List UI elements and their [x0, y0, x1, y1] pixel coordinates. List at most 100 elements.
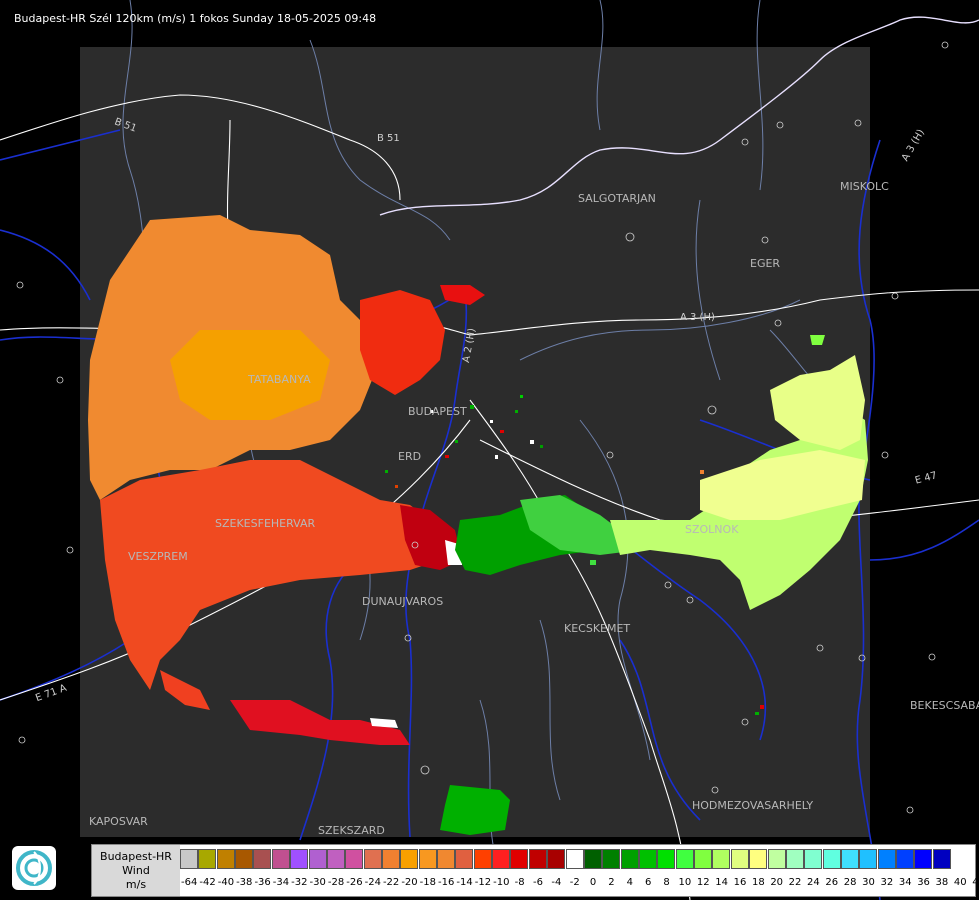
legend-tick: 12 [696, 877, 710, 888]
road-label: B 51 [377, 133, 400, 144]
place-label-szekszard: SZEKSZARD [318, 824, 385, 837]
legend-tick: -4 [551, 877, 562, 888]
legend-tick: 30 [862, 877, 875, 888]
legend-swatch [381, 849, 400, 869]
place-label-hodmezovasarhely: HODMEZOVASARHELY [692, 799, 814, 812]
legend-tick: -20 [401, 877, 418, 888]
settlement-outlines [16, 41, 949, 814]
place-label-budapest: BUDAPEST [408, 405, 467, 418]
legend-swatch [473, 849, 492, 869]
legend-swatch [510, 849, 529, 869]
legend-tick: 26 [825, 877, 839, 888]
radar-echo-green [440, 495, 650, 835]
legend-swatch [528, 849, 547, 869]
legend-tick: 18 [751, 877, 765, 888]
legend-swatch [400, 849, 419, 869]
legend-swatch [620, 849, 639, 869]
legend-tick: -8 [514, 877, 525, 888]
map-title: Budapest-HR Szél 120km (m/s) 1 fokos Sun… [14, 12, 377, 25]
place-label-kecskemet: KECSKEMET [564, 622, 631, 635]
legend-ticks: -64 -42 -40 -38 -36 -34 -32 -30 -28 -26 -24 -22 -20-… [180, 877, 979, 891]
logo [12, 846, 56, 890]
legend-swatch [290, 849, 309, 869]
place-label-eger: EGER [750, 257, 781, 270]
legend-tick: -6 [533, 877, 543, 888]
legend-tick: -40 [217, 877, 235, 888]
place-label-veszprem: VESZPREM [128, 550, 188, 563]
legend-swatch [694, 849, 713, 869]
legend-tick: 24 [807, 877, 820, 888]
legend-tick: 2 [608, 877, 615, 888]
legend-swatch [840, 849, 859, 869]
logo-icon [16, 850, 52, 886]
legend-tick: 32 [880, 877, 894, 888]
legend-tick: 34 [898, 877, 912, 888]
legend-tick: 16 [733, 877, 747, 888]
legend-swatch [712, 849, 731, 869]
legend-tick: 20 [770, 877, 784, 888]
legend-tick: 40 [953, 877, 967, 888]
legend-swatch [253, 849, 272, 869]
legend-swatch [804, 849, 823, 869]
legend-tick: 42 [972, 877, 979, 888]
legend-tick: 0 [589, 877, 597, 888]
legend-swatch [730, 849, 749, 869]
legend-tick: 4 [626, 877, 633, 888]
radar-echo-white-south [370, 718, 398, 728]
legend-swatch [547, 849, 566, 869]
legend-swatch [767, 849, 786, 869]
radar-speckles [385, 395, 764, 715]
legend-tick: -2 [569, 877, 580, 888]
legend-tick: -10 [493, 877, 510, 888]
legend-swatch [455, 849, 474, 869]
legend-tick: -12 [474, 877, 492, 888]
legend-tick: -32 [291, 877, 308, 888]
legend-swatch [198, 849, 217, 869]
place-label-tatabanya: TATABANYA [248, 373, 311, 386]
legend-swatch [345, 849, 364, 869]
place-label-dunaujvaros: DUNAUJVAROS [362, 595, 444, 608]
legend-swatch [565, 849, 584, 869]
legend-tick: -14 [456, 877, 473, 888]
legend-tick: -42 [199, 877, 216, 888]
legend-swatch [785, 849, 804, 869]
place-label-szolnok: SZOLNOK [685, 523, 739, 536]
color-legend: Budapest-HR Wind m/s -64 -42 -40 -38 -36 -34-… [91, 844, 979, 897]
legend-swatch [932, 849, 951, 869]
legend-tick: -30 [309, 877, 326, 888]
legend-swatch [235, 849, 254, 869]
place-label-bekescsaba: BEKESCSABA [910, 699, 979, 712]
legend-tick: -38 [236, 877, 253, 888]
legend-tick: 38 [935, 877, 949, 888]
radar-echo-yellowgreen [610, 335, 868, 610]
radar-echo-orange [88, 215, 380, 500]
legend-swatch [914, 849, 933, 869]
legend-swatch [308, 849, 327, 869]
legend-swatch [492, 849, 511, 869]
national-border [379, 16, 979, 216]
legend-swatch [326, 849, 345, 869]
legend-swatch [583, 849, 602, 869]
place-label-miskolc: MISKOLC [840, 180, 889, 193]
legend-tick: 28 [843, 877, 857, 888]
legend-tick: -34 [272, 877, 290, 888]
legend-tick: 14 [715, 877, 728, 888]
legend-tick: -16 [438, 877, 455, 888]
legend-swatch [363, 849, 382, 869]
legend-tick: -64 [181, 877, 198, 888]
legend-tick: 6 [644, 877, 652, 888]
legend-swatch [896, 849, 915, 869]
road-label: A 3 (H) [680, 312, 715, 323]
legend-swatch [216, 849, 235, 869]
legend-swatch [675, 849, 694, 869]
radar-echo-red [100, 285, 485, 745]
legend-swatch [749, 849, 768, 869]
legend-swatches [180, 849, 951, 871]
place-label-kaposvar: KAPOSVAR [89, 815, 148, 828]
legend-tick: 8 [663, 877, 670, 888]
legend-tick: -28 [327, 877, 345, 888]
legend-tick: 22 [788, 877, 802, 888]
place-label-erd: ERD [398, 450, 422, 463]
legend-swatch [657, 849, 676, 869]
